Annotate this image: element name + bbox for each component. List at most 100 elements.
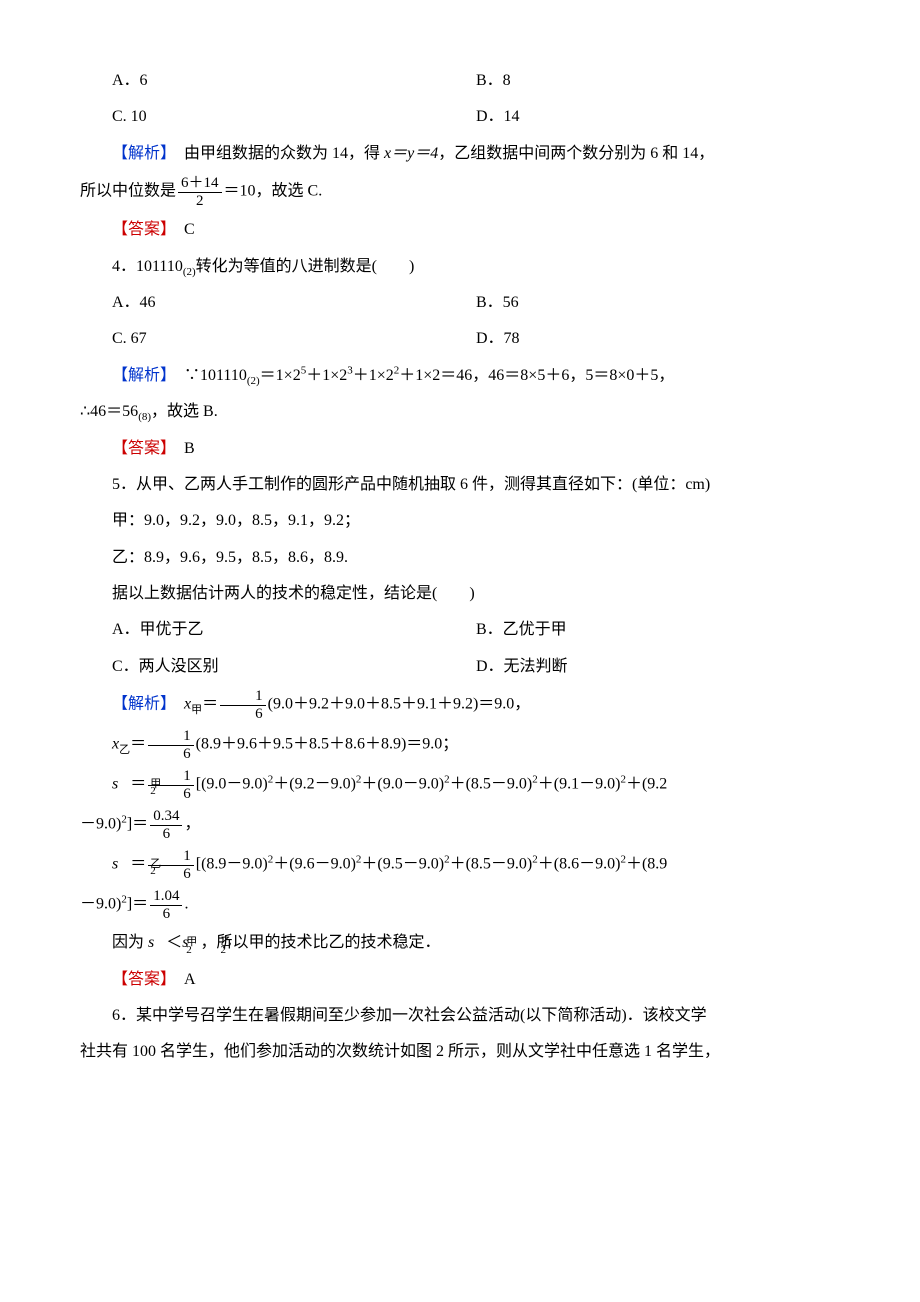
q5-mean-jia-expr: (9.0＋9.2＋9.0＋8.5＋9.1＋9.2)＝9.0， bbox=[268, 696, 531, 713]
q5-xbar-jia: x bbox=[168, 696, 191, 713]
q6-line2: 社共有 100 名学生，他们参加活动的次数统计如图 2 所示，则从文学社中任意选… bbox=[80, 1037, 840, 1067]
fraction: 16 bbox=[148, 768, 194, 802]
q5-var-yi-line1: s2乙＝16[(8.9－9.0)2＋(9.6－9.0)2＋(9.5－9.0)2＋… bbox=[80, 848, 840, 882]
conc-a: 因为 bbox=[112, 934, 148, 951]
q3-median-eq: ＝10，故选 C. bbox=[224, 183, 323, 200]
analysis-label: 【解析】 bbox=[112, 696, 168, 713]
q3-option-b: B．8 bbox=[476, 66, 840, 96]
q4-option-c: C. 67 bbox=[112, 324, 476, 354]
q5-answer: 【答案】 A bbox=[80, 965, 840, 995]
analysis-label: 【解析】 bbox=[112, 145, 168, 162]
q4-stem-prefix: 4．101110 bbox=[112, 258, 183, 275]
sub-yi: 乙 bbox=[119, 744, 130, 756]
frac-num: 6＋14 bbox=[178, 175, 222, 193]
q4-option-row-1: A．46 B．56 bbox=[80, 288, 840, 318]
frac-num: 0.34 bbox=[150, 808, 182, 826]
rbracket-eq: ]＝ bbox=[127, 816, 148, 833]
q4-option-row-2: C. 67 D．78 bbox=[80, 324, 840, 354]
q5-analysis-mean-yi: x乙＝16(8.9＋9.6＋9.5＋8.5＋8.6＋8.9)＝9.0； bbox=[80, 728, 840, 762]
fraction: 1.046 bbox=[150, 888, 182, 922]
q3-option-a: A．6 bbox=[112, 66, 476, 96]
fraction: 16 bbox=[148, 728, 194, 762]
q3-option-c: C. 10 bbox=[112, 102, 476, 132]
vy-p4: ＋(8.5－9.0) bbox=[450, 856, 533, 873]
q4-analysis-line1: 【解析】 ∵101110(2)＝1×25＋1×23＋1×22＋1×2＝46，46… bbox=[80, 361, 840, 391]
vj-p5: ＋(9.1－9.0) bbox=[538, 776, 621, 793]
q5-var-jia-line1: s2甲＝16[(9.0－9.0)2＋(9.2－9.0)2＋(9.0－9.0)2＋… bbox=[80, 768, 840, 802]
q3-option-row-1: A．6 B．8 bbox=[80, 66, 840, 96]
sub-8: (8) bbox=[138, 411, 151, 423]
q4-stem-sub: (2) bbox=[183, 266, 196, 278]
q3-analysis-text2: ，乙组数据中间两个数分别为 6 和 14， bbox=[438, 145, 714, 162]
frac-num: 1.04 bbox=[150, 888, 182, 906]
vy-p5: ＋(8.6－9.0) bbox=[538, 856, 621, 873]
q3-analysis-line1: 【解析】 由甲组数据的众数为 14，得 x＝y＝4，乙组数据中间两个数分别为 6… bbox=[80, 139, 840, 169]
q5-stem: 5．从甲、乙两人手工制作的圆形产品中随机抽取 6 件，测得其直径如下：(单位：c… bbox=[80, 470, 840, 500]
frac-num: 1 bbox=[220, 688, 266, 706]
vy-p1: [(8.9－9.0) bbox=[196, 856, 268, 873]
vj-p6: ＋(9.2 bbox=[626, 776, 667, 793]
answer-label: 【答案】 bbox=[112, 971, 168, 988]
sub-jia: 甲 bbox=[191, 704, 202, 716]
vj-end: －9.0) bbox=[80, 816, 121, 833]
eq: ＝ bbox=[202, 696, 218, 713]
q5-option-b: B．乙优于甲 bbox=[476, 615, 840, 645]
q4-a2: ∴46＝56 bbox=[80, 403, 138, 420]
q4-a1d: ＋1×2 bbox=[353, 367, 394, 384]
frac-den: 6 bbox=[148, 746, 194, 763]
vj-p4: ＋(8.5－9.0) bbox=[450, 776, 533, 793]
tail: . bbox=[184, 896, 188, 913]
q4-answer-value: B bbox=[168, 440, 195, 457]
q6-line1: 6．某中学号召学生在暑假期间至少参加一次社会公益活动(以下简称活动)．该校文学 bbox=[80, 1001, 840, 1031]
sub-2: (2) bbox=[247, 375, 260, 387]
q5-option-d: D．无法判断 bbox=[476, 652, 840, 682]
q5-answer-value: A bbox=[168, 971, 196, 988]
conc-b: ，所以甲的技术比乙的技术稳定． bbox=[201, 934, 441, 951]
q3-answer-value: C bbox=[168, 221, 195, 238]
q5-conclusion: 因为 s2甲＜s2乙，所以甲的技术比乙的技术稳定． bbox=[80, 928, 840, 958]
frac-num: 1 bbox=[148, 848, 194, 866]
q5-option-row-2: C．两人没区别 D．无法判断 bbox=[80, 652, 840, 682]
q5-option-c: C．两人没区别 bbox=[112, 652, 476, 682]
vj-p2: ＋(9.2－9.0) bbox=[273, 776, 356, 793]
q3-median-prefix: 所以中位数是 bbox=[80, 183, 176, 200]
frac-den: 6 bbox=[150, 826, 182, 843]
q5-var-yi-line2: －9.0)2]＝1.046. bbox=[80, 888, 840, 922]
tail: ， bbox=[184, 816, 200, 833]
frac-den: 6 bbox=[148, 786, 194, 803]
vy-p3: ＋(9.5－9.0) bbox=[361, 856, 444, 873]
fraction: 16 bbox=[148, 848, 194, 882]
frac-num: 1 bbox=[148, 728, 194, 746]
q3-answer: 【答案】 C bbox=[80, 215, 840, 245]
vy-p2: ＋(9.6－9.0) bbox=[273, 856, 356, 873]
q5-data-yi: 乙：8.9，9.6，9.5，8.5，8.6，8.9. bbox=[80, 543, 840, 573]
q4-a2-end: ，故选 B. bbox=[151, 403, 218, 420]
q5-question: 据以上数据估计两人的技术的稳定性，结论是( ) bbox=[80, 579, 840, 609]
frac-den: 6 bbox=[148, 866, 194, 883]
q4-stem: 4．101110(2)转化为等值的八进制数是( ) bbox=[80, 252, 840, 282]
q4-a1c: ＋1×2 bbox=[306, 367, 347, 384]
q4-a1b: ＝1×2 bbox=[260, 367, 301, 384]
q5-analysis-mean-jia: 【解析】 x甲＝16(9.0＋9.2＋9.0＋8.5＋9.1＋9.2)＝9.0， bbox=[80, 688, 840, 722]
q4-stem-suffix: 转化为等值的八进制数是( ) bbox=[196, 258, 415, 275]
frac-den: 6 bbox=[220, 706, 266, 723]
vj-p3: ＋(9.0－9.0) bbox=[361, 776, 444, 793]
q4-a1a: ∵101110 bbox=[168, 367, 247, 384]
q3-option-row-2: C. 10 D．14 bbox=[80, 102, 840, 132]
q4-a1e: ＋1×2＝46，46＝8×5＋6，5＝8×0＋5， bbox=[399, 367, 674, 384]
fraction: 0.346 bbox=[150, 808, 182, 842]
vj-p1: [(9.0－9.0) bbox=[196, 776, 268, 793]
frac-num: 1 bbox=[148, 768, 194, 786]
rbracket-eq: ]＝ bbox=[127, 896, 148, 913]
eq: ＝ bbox=[130, 736, 146, 753]
q4-answer: 【答案】 B bbox=[80, 434, 840, 464]
vy-p6: ＋(8.9 bbox=[626, 856, 667, 873]
q3-analysis-line2: 所以中位数是6＋142＝10，故选 C. bbox=[80, 175, 840, 209]
frac-den: 2 bbox=[178, 193, 222, 210]
fraction: 6＋142 bbox=[178, 175, 222, 209]
sub-yi: 乙 bbox=[189, 932, 232, 953]
q5-option-a: A．甲优于乙 bbox=[112, 615, 476, 645]
analysis-label: 【解析】 bbox=[112, 367, 168, 384]
q5-option-row-1: A．甲优于乙 B．乙优于甲 bbox=[80, 615, 840, 645]
frac-den: 6 bbox=[150, 906, 182, 923]
